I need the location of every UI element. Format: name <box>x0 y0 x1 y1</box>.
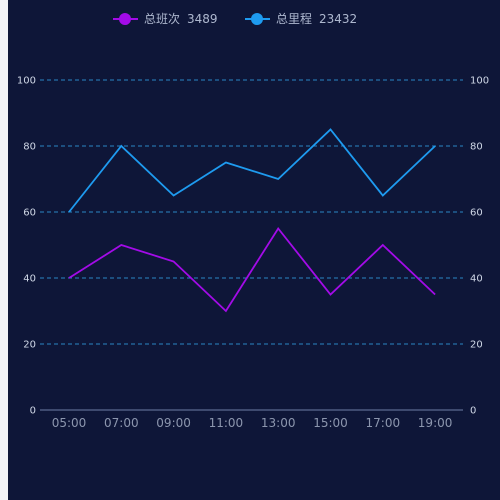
y-tick-right: 20 <box>470 340 483 351</box>
x-tick-label: 05:00 <box>52 416 87 430</box>
y-tick-left: 80 <box>23 142 36 153</box>
y-tick-left: 100 <box>17 76 36 87</box>
x-tick-label: 17:00 <box>366 416 401 430</box>
legend-marker-1 <box>251 13 263 25</box>
x-tick-label: 09:00 <box>156 416 191 430</box>
legend: 总班次 3489 总里程 23432 <box>113 11 357 26</box>
legend-item-1[interactable]: 总里程 23432 <box>245 11 357 26</box>
y-tick-left: 0 <box>30 406 36 417</box>
y-tick-left: 60 <box>23 208 36 219</box>
x-tick-label: 11:00 <box>209 416 244 430</box>
x-tick-label: 19:00 <box>418 416 453 430</box>
y-tick-right: 80 <box>470 142 483 153</box>
y-tick-right: 100 <box>470 76 489 87</box>
legend-label-1: 总里程 23432 <box>276 11 357 26</box>
y-tick-left: 20 <box>23 340 36 351</box>
legend-label-0: 总班次 3489 <box>144 12 218 26</box>
series-line-1[interactable] <box>68 128 436 213</box>
line-chart: 总班次 3489 总里程 23432 0 20 40 60 80 100 0 20 40 60 80 1… <box>17 11 489 430</box>
legend-item-0[interactable]: 总班次 3489 <box>113 12 218 26</box>
series-lines <box>68 128 436 313</box>
x-tick-label: 15:00 <box>313 416 348 430</box>
y-tick-right: 40 <box>470 274 483 285</box>
chart-panel: 总班次 3489 总里程 23432 0 20 40 60 80 100 0 20 40 60 80 1… <box>8 0 500 500</box>
y-tick-right: 0 <box>470 406 476 417</box>
grid-lines <box>40 79 463 345</box>
legend-marker-0 <box>119 13 131 25</box>
y-axis-left: 0 20 40 60 80 100 <box>17 76 36 417</box>
x-tick-label: 07:00 <box>104 416 139 430</box>
x-axis: 05:00 07:00 09:00 11:00 13:00 15:00 17:00 19:00 <box>40 409 463 430</box>
series-line-0[interactable] <box>68 226 436 313</box>
y-tick-right: 60 <box>470 208 483 219</box>
x-tick-label: 13:00 <box>261 416 296 430</box>
y-axis-right: 0 20 40 60 80 100 <box>470 76 489 417</box>
y-tick-left: 40 <box>23 274 36 285</box>
